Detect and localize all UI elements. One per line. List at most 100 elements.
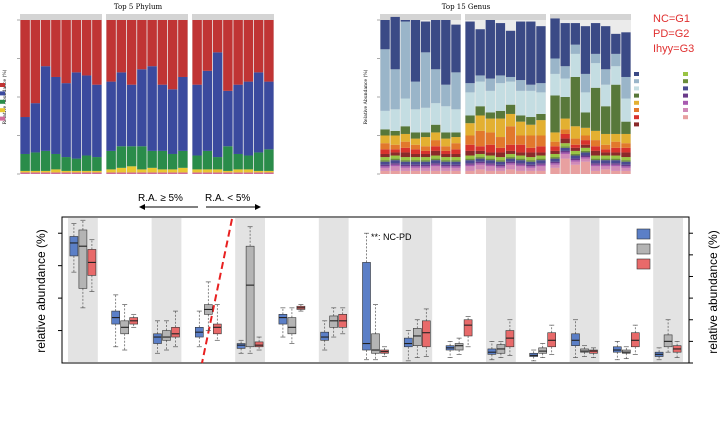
stacked-bar-segment xyxy=(516,166,526,171)
stacked-bar-segment xyxy=(601,133,611,145)
stacked-bar-segment xyxy=(81,20,92,76)
stacked-bar-segment xyxy=(147,167,157,173)
stacked-bar-segment xyxy=(400,133,410,142)
stacked-bar-segment xyxy=(475,163,485,165)
stacked-bar-segment xyxy=(570,160,580,162)
stacked-bar-segment xyxy=(400,20,410,22)
stacked-bar-segment xyxy=(390,69,400,110)
box-y-axis-label-left: relative abundance (%) xyxy=(34,229,48,352)
stacked-bar-segment xyxy=(611,158,621,161)
stacked-bar-segment xyxy=(202,20,213,71)
stacked-bar-segment xyxy=(505,157,516,159)
stacked-bar-segment xyxy=(550,58,560,74)
stacked-bar-segment xyxy=(590,63,601,88)
box-y-axis-label-right: relative abundance (%) xyxy=(706,230,720,353)
stacked-bar-segment xyxy=(441,160,451,162)
stacked-bar-segment xyxy=(451,164,461,167)
stacked-bar-segment xyxy=(106,172,116,174)
stacked-bar-segment xyxy=(420,21,431,53)
stacked-bar-segment xyxy=(560,138,570,144)
stacked-bar-segment xyxy=(580,135,591,141)
stacked-bar-segment xyxy=(420,157,431,161)
stacked-bar-segment xyxy=(451,160,461,162)
stacked-bar-segment xyxy=(495,157,506,161)
legend-swatch xyxy=(683,72,688,76)
stacked-bar-segment xyxy=(400,160,410,162)
stacked-bar-segment xyxy=(431,140,441,147)
facet-strip xyxy=(380,14,461,20)
stacked-bar-segment xyxy=(495,75,506,84)
stacked-bar-segment xyxy=(580,127,591,136)
stacked-bar-segment xyxy=(495,137,506,148)
box-body xyxy=(320,331,330,341)
stacked-bar-segment xyxy=(431,20,441,70)
stacked-bar-segment xyxy=(451,109,461,133)
stacked-bar-segment xyxy=(475,81,485,107)
stacked-bar-segment xyxy=(400,141,410,148)
stacked-bar-segment xyxy=(420,166,431,168)
stacked-bar-segment xyxy=(621,160,631,162)
stacked-bar-segment xyxy=(465,115,475,124)
stacked-bar-segment xyxy=(243,20,254,82)
stacked-bar-segment xyxy=(580,152,591,156)
stacked-bar-segment xyxy=(178,150,188,168)
stacked-bar-segment xyxy=(51,172,61,174)
stacked-bar-segment xyxy=(441,164,451,167)
stacked-bar-segment xyxy=(590,163,601,165)
stacked-bar-segment xyxy=(611,164,621,167)
stacked-bar-segment xyxy=(441,161,451,165)
stacked-bar-segment xyxy=(465,170,475,174)
facet-strip xyxy=(106,14,188,20)
stacked-bar-segment xyxy=(536,160,546,164)
stacked-bar-segment xyxy=(526,84,536,91)
box-body xyxy=(171,327,180,338)
stacked-bar-segment xyxy=(451,166,461,168)
stacked-bar-segment xyxy=(526,152,536,158)
stacked-bar-segment xyxy=(526,161,536,165)
stacked-bar-segment xyxy=(580,161,591,174)
legend-swatch xyxy=(0,83,5,87)
stacked-bar-segment xyxy=(475,146,485,151)
stacked-bar-segment xyxy=(621,98,631,122)
stacked-bar-segment xyxy=(465,166,475,171)
stacked-bar-segment xyxy=(81,155,92,171)
stacked-bar-segment xyxy=(536,158,546,161)
stacked-bar-segment xyxy=(590,23,601,54)
stacked-bar-segment xyxy=(485,132,495,145)
stacked-bar-segment xyxy=(420,167,431,171)
stacked-bar-segment xyxy=(451,170,461,174)
stacked-bar-segment xyxy=(192,155,202,170)
stacked-bar-segment xyxy=(157,84,168,151)
stacked-bar-segment xyxy=(431,164,441,167)
stacked-bar-segment xyxy=(380,161,390,165)
stacked-bar-segment xyxy=(30,170,41,173)
stacked-bar-segment xyxy=(451,161,461,165)
stacked-bar-segment xyxy=(526,21,536,85)
stacked-bar-segment xyxy=(441,167,451,171)
range-label-left: R.A. ≥ 5% xyxy=(138,193,183,204)
stacked-bar-segment xyxy=(621,133,631,144)
box-annotation: **: NC-PD xyxy=(371,232,412,242)
stacked-bar-segment xyxy=(390,152,400,156)
stacked-bar-segment xyxy=(505,158,516,162)
stacked-bar-segment xyxy=(212,172,223,174)
stacked-bar-segment xyxy=(410,167,421,171)
stacked-bar-segment xyxy=(550,157,560,159)
stacked-bar-segment xyxy=(116,146,127,168)
stacked-bar-segment xyxy=(495,147,506,153)
stacked-bar-segment xyxy=(380,153,390,158)
stacked-bar-segment xyxy=(570,76,580,127)
stacked-bar-segment xyxy=(431,155,441,159)
stacked-bar-segment xyxy=(485,163,495,165)
stacked-bar-segment xyxy=(485,20,495,79)
stacked-bar-segment xyxy=(92,84,102,158)
phylum-bars xyxy=(20,20,274,174)
stacked-bar-segment xyxy=(505,126,516,145)
stacked-bar-segment xyxy=(516,160,526,164)
stacked-bar-segment xyxy=(550,153,560,158)
stacked-bar-segment xyxy=(390,130,400,136)
stacked-bar-segment xyxy=(475,164,485,170)
stacked-bar-segment xyxy=(601,164,611,167)
stacked-bar-segment xyxy=(550,150,560,154)
stacked-bar-segment xyxy=(451,157,461,161)
